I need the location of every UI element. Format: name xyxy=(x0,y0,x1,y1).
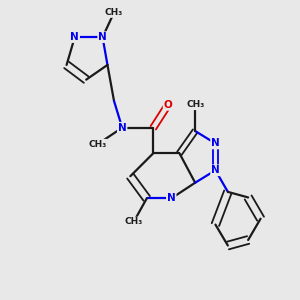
Text: N: N xyxy=(98,32,107,42)
Text: N: N xyxy=(211,139,220,148)
Text: CH₃: CH₃ xyxy=(88,140,107,148)
Text: CH₃: CH₃ xyxy=(124,218,143,226)
Text: O: O xyxy=(164,100,172,110)
Text: N: N xyxy=(118,123,127,133)
Text: CH₃: CH₃ xyxy=(186,100,204,109)
Text: N: N xyxy=(167,194,176,203)
Text: N: N xyxy=(70,32,79,42)
Text: CH₃: CH₃ xyxy=(105,8,123,17)
Text: N: N xyxy=(211,165,220,175)
